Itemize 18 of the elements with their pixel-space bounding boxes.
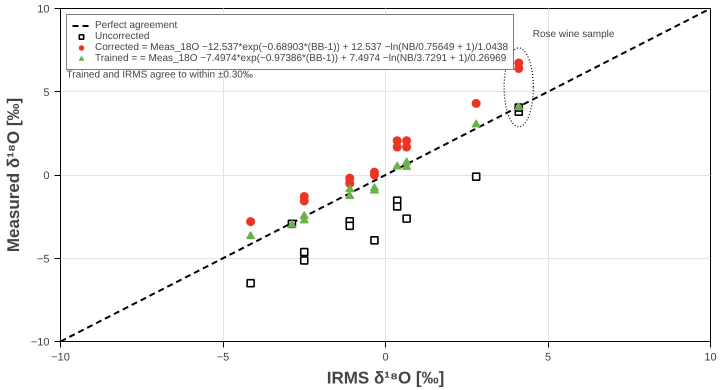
x-tick-label: −10 — [51, 352, 70, 364]
x-axis-title: IRMS δ¹⁸O [‰] — [326, 368, 444, 388]
y-tick-label: 10 — [37, 4, 50, 16]
y-axis-title: Measured δ¹⁸O [‰] — [4, 98, 23, 252]
annotation: Trained and IRMS agree to within ±0.30‰ — [66, 70, 253, 80]
y-tick-label: 0 — [43, 170, 50, 182]
y-tick-label: 5 — [43, 86, 50, 99]
y-tick-label: −10 — [30, 336, 50, 348]
legend-label: Corrected = Meas_18O −12.537*exp(−0.68903*(BB-1)) + 12.537 −ln(NB/0.75649 + 1)/1.0438 — [95, 42, 508, 53]
x-tick-label: 0 — [382, 352, 389, 364]
legend-label: Uncorrected — [95, 31, 150, 42]
x-tick-label: 5 — [544, 352, 552, 364]
legend-label: Perfect agreement — [95, 20, 178, 31]
legend-label: Trained = = Meas_18O −7.4974*exp(−0.97386*(BB-1)) + 7.4974 −ln(NB/3.7291 + 1)/0.26969 — [95, 53, 506, 64]
annotation: Rose wine sample — [532, 28, 615, 40]
y-tick-label: −5 — [36, 253, 50, 266]
x-tick-label: 10 — [704, 352, 717, 364]
x-tick-label: −5 — [216, 352, 230, 364]
